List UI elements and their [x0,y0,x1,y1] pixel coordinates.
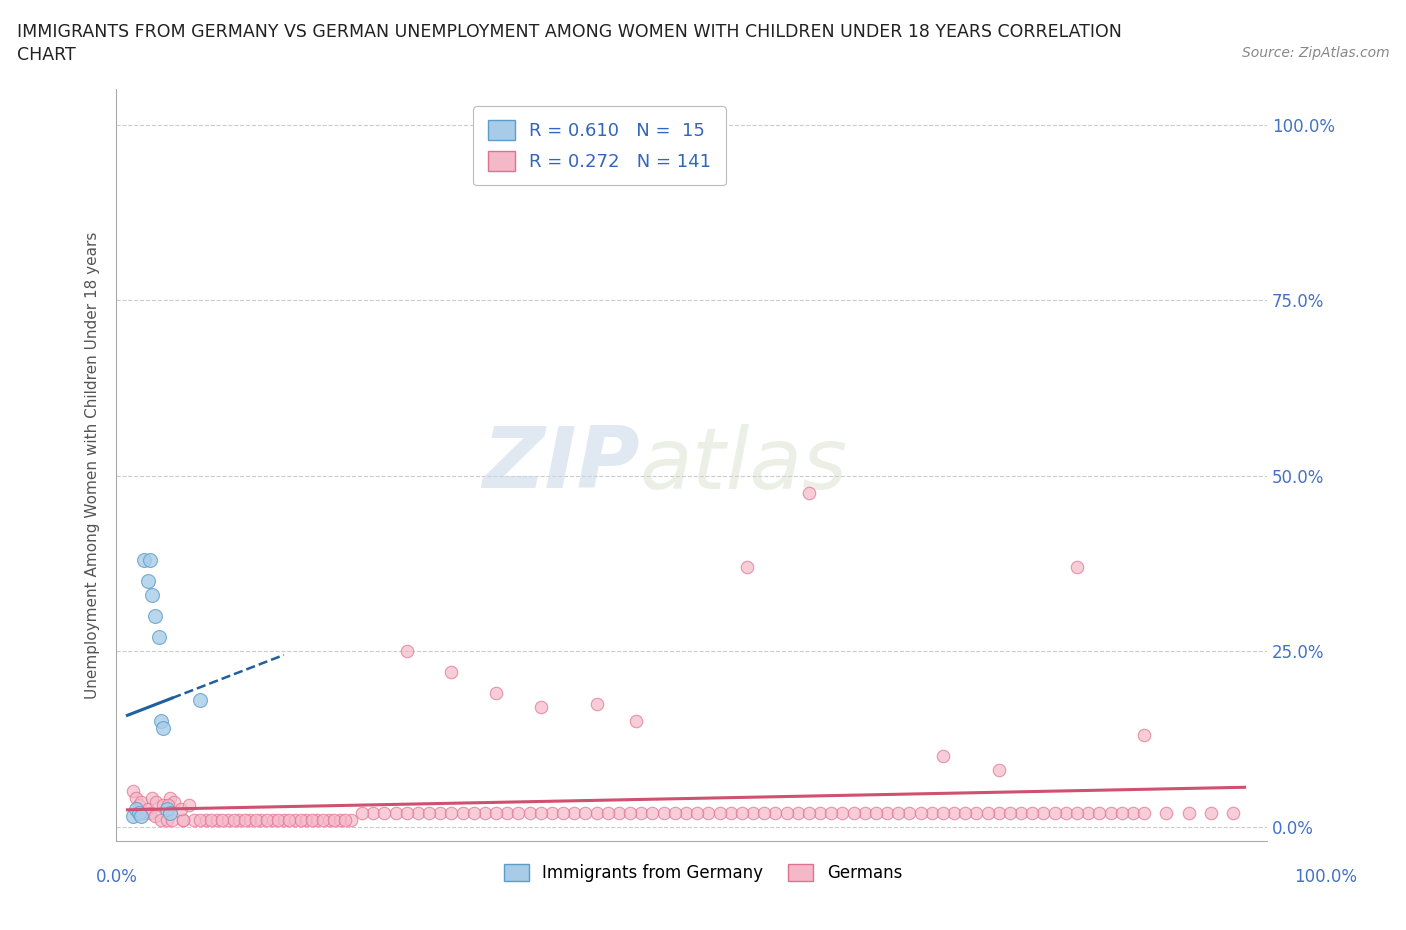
Text: 0.0%: 0.0% [96,868,138,886]
Legend: R = 0.610   N =  15, R = 0.272   N = 141: R = 0.610 N = 15, R = 0.272 N = 141 [474,106,725,185]
Text: ZIP: ZIP [482,423,640,507]
Text: atlas: atlas [640,423,848,507]
Text: Source: ZipAtlas.com: Source: ZipAtlas.com [1241,46,1389,60]
Text: 100.0%: 100.0% [1294,868,1357,886]
Y-axis label: Unemployment Among Women with Children Under 18 years: Unemployment Among Women with Children U… [86,232,100,698]
Legend: Immigrants from Germany, Germans: Immigrants from Germany, Germans [498,857,908,889]
Text: CHART: CHART [17,46,76,64]
Text: IMMIGRANTS FROM GERMANY VS GERMAN UNEMPLOYMENT AMONG WOMEN WITH CHILDREN UNDER 1: IMMIGRANTS FROM GERMANY VS GERMAN UNEMPL… [17,23,1122,41]
